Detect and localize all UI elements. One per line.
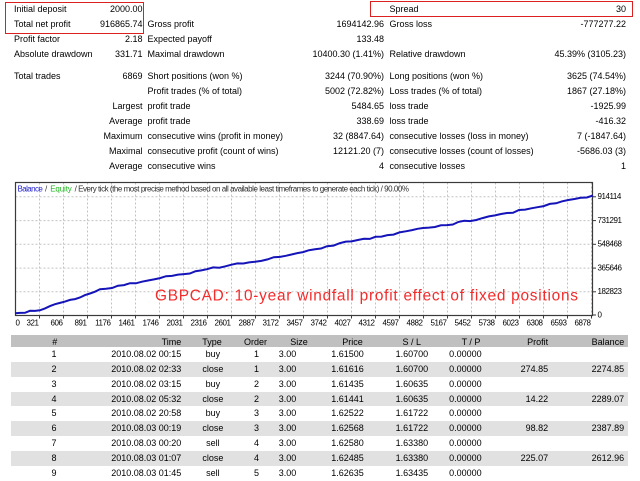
svg-text:6878: 6878 [575, 318, 592, 327]
svg-text:914114: 914114 [598, 192, 622, 201]
svg-text:4027: 4027 [335, 318, 352, 327]
svg-text:6593: 6593 [551, 318, 568, 327]
svg-text:5167: 5167 [431, 318, 448, 327]
svg-text:3172: 3172 [263, 318, 280, 327]
svg-text:GBPCAD: 10-year windfall profi: GBPCAD: 10-year windfall profit effect o… [155, 288, 578, 305]
svg-text:182823: 182823 [598, 287, 623, 296]
svg-text:891: 891 [75, 318, 88, 327]
svg-text:731291: 731291 [598, 216, 623, 225]
svg-text:365646: 365646 [598, 264, 623, 273]
svg-text:2887: 2887 [239, 318, 256, 327]
svg-text:3457: 3457 [287, 318, 304, 327]
svg-text:4312: 4312 [359, 318, 376, 327]
svg-text:0: 0 [16, 318, 21, 327]
svg-text:Balance/Equity/ Every tick (th: Balance / Equity / Every tick (the most pre… [18, 184, 409, 193]
svg-text:2031: 2031 [167, 318, 184, 327]
svg-text:4597: 4597 [383, 318, 400, 327]
svg-text:1176: 1176 [95, 318, 111, 327]
svg-text:5452: 5452 [455, 318, 472, 327]
svg-text:4882: 4882 [407, 318, 424, 327]
svg-text:6023: 6023 [503, 318, 520, 327]
svg-text:606: 606 [51, 318, 64, 327]
svg-text:5738: 5738 [479, 318, 496, 327]
svg-text:2316: 2316 [191, 318, 208, 327]
svg-text:0: 0 [598, 310, 603, 319]
svg-text:1746: 1746 [143, 318, 160, 327]
svg-text:6308: 6308 [527, 318, 544, 327]
svg-text:2601: 2601 [215, 318, 232, 327]
svg-text:1461: 1461 [119, 318, 136, 327]
svg-text:548468: 548468 [598, 240, 623, 249]
svg-text:3742: 3742 [311, 318, 328, 327]
svg-text:321: 321 [27, 318, 40, 327]
